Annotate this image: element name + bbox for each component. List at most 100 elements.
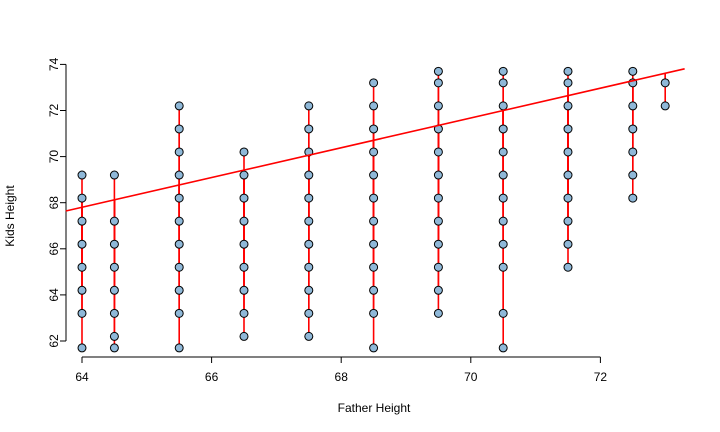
data-point xyxy=(628,193,638,203)
data-point xyxy=(369,147,379,157)
regression-line xyxy=(65,68,685,212)
data-point xyxy=(433,101,443,111)
data-point xyxy=(109,239,119,249)
data-point xyxy=(369,285,379,295)
data-point xyxy=(498,78,508,88)
data-point xyxy=(174,170,184,180)
data-point xyxy=(304,170,314,180)
data-point xyxy=(498,124,508,134)
data-point xyxy=(239,308,249,318)
data-point xyxy=(563,78,573,88)
data-point xyxy=(174,124,184,134)
data-point xyxy=(563,147,573,157)
data-point xyxy=(433,66,443,76)
data-point xyxy=(498,193,508,203)
residual-segments xyxy=(81,71,667,348)
data-point xyxy=(563,66,573,76)
data-point xyxy=(369,308,379,318)
x-tick-label: 66 xyxy=(205,370,219,384)
y-tick-label: 68 xyxy=(47,196,61,210)
data-point xyxy=(369,343,379,353)
data-point xyxy=(369,78,379,88)
data-point xyxy=(304,239,314,249)
data-point xyxy=(433,262,443,272)
data-point xyxy=(304,308,314,318)
data-point xyxy=(369,262,379,272)
data-point xyxy=(433,78,443,88)
data-point xyxy=(239,239,249,249)
data-point xyxy=(563,170,573,180)
y-tick-label: 70 xyxy=(47,150,61,164)
data-point xyxy=(304,331,314,341)
data-point xyxy=(77,262,87,272)
data-point xyxy=(369,239,379,249)
data-point xyxy=(369,101,379,111)
data-point xyxy=(77,170,87,180)
y-tick-label: 72 xyxy=(47,104,61,118)
data-point xyxy=(239,285,249,295)
data-point xyxy=(369,193,379,203)
data-point xyxy=(239,170,249,180)
data-point xyxy=(433,285,443,295)
x-tick-label: 64 xyxy=(75,370,89,384)
data-point xyxy=(174,343,184,353)
data-point xyxy=(433,147,443,157)
data-point xyxy=(563,124,573,134)
data-point xyxy=(498,66,508,76)
axes: 64 66 68 70 72 62 64 66 68 70 72 74 xyxy=(47,57,607,384)
data-point xyxy=(498,101,508,111)
y-tick-label: 74 xyxy=(47,57,61,71)
data-point xyxy=(433,216,443,226)
data-point xyxy=(369,216,379,226)
y-tick-label: 62 xyxy=(47,334,61,348)
data-point xyxy=(109,216,119,226)
data-point xyxy=(77,193,87,203)
data-point xyxy=(304,285,314,295)
data-point xyxy=(304,262,314,272)
data-point xyxy=(77,285,87,295)
data-point xyxy=(109,331,119,341)
data-point xyxy=(109,285,119,295)
data-point xyxy=(563,101,573,111)
data-point xyxy=(433,170,443,180)
data-point xyxy=(660,101,670,111)
data-point xyxy=(174,216,184,226)
data-point xyxy=(109,262,119,272)
regression-line-group xyxy=(65,68,685,212)
data-point xyxy=(174,308,184,318)
data-point xyxy=(304,216,314,226)
data-point xyxy=(304,101,314,111)
data-point xyxy=(628,124,638,134)
data-point xyxy=(239,331,249,341)
data-point xyxy=(628,147,638,157)
data-point xyxy=(77,343,87,353)
data-point xyxy=(239,262,249,272)
data-points xyxy=(77,66,670,353)
data-point xyxy=(563,216,573,226)
data-point xyxy=(369,124,379,134)
data-point xyxy=(77,216,87,226)
data-point xyxy=(174,262,184,272)
data-point xyxy=(498,216,508,226)
data-point xyxy=(498,239,508,249)
data-point xyxy=(498,147,508,157)
data-point xyxy=(498,308,508,318)
data-point xyxy=(174,285,184,295)
x-tick-label: 68 xyxy=(335,370,349,384)
data-point xyxy=(304,193,314,203)
data-point xyxy=(369,170,379,180)
data-point xyxy=(239,147,249,157)
data-point xyxy=(433,193,443,203)
data-point xyxy=(433,308,443,318)
data-point xyxy=(109,170,119,180)
data-point xyxy=(239,193,249,203)
data-point xyxy=(174,147,184,157)
data-point xyxy=(563,239,573,249)
data-point xyxy=(498,170,508,180)
data-point xyxy=(628,170,638,180)
data-point xyxy=(239,216,249,226)
y-tick-label: 64 xyxy=(47,288,61,302)
x-tick-label: 72 xyxy=(594,370,608,384)
data-point xyxy=(174,193,184,203)
